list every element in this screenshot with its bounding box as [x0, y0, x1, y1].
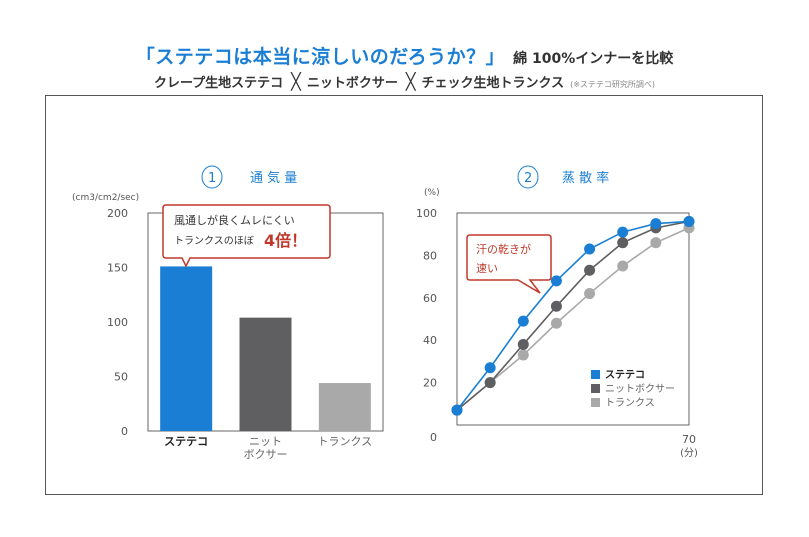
panel-number-ring: [517, 165, 539, 189]
bar-y-tick-label: 200: [107, 207, 128, 220]
series-line: [456, 220, 690, 411]
line-panel-title: 蒸 散 率: [562, 170, 609, 186]
chart-frame: [45, 95, 763, 495]
series-point: [484, 362, 496, 374]
bar-category-label: トランクス: [317, 435, 372, 448]
series-point: [683, 215, 695, 227]
series-point: [550, 275, 562, 287]
bar-callout-emphasis: 4倍！: [264, 231, 307, 250]
line-y-tick-label: 60: [423, 292, 437, 305]
series-point: [584, 264, 596, 276]
line-x-tick-label: 70: [682, 433, 696, 446]
bar-panel-heading: 1 通 気 量: [208, 170, 297, 186]
series-point: [650, 218, 662, 230]
cross-icon: ╳: [291, 72, 301, 91]
subtitle-item-3: チェック生地トランクス: [421, 76, 565, 91]
bar-y-tick-label: 0: [121, 425, 128, 438]
legend-swatch: [591, 398, 600, 407]
bar-callout-line2: トランクスのほぼ: [174, 235, 254, 247]
line-panel-heading: 2 蒸 散 率: [524, 170, 609, 186]
subtitle-item-2: ニットボクサー: [306, 76, 398, 91]
line-panel-number: 2: [524, 171, 532, 186]
bar-callout: 風通しが良くムレにくい トランクスのほぼ 4倍！: [162, 204, 331, 268]
series-point: [517, 349, 529, 361]
line-callout-line1: 汗の乾きが: [476, 242, 531, 256]
series-point: [484, 377, 496, 389]
bar: [160, 266, 213, 431]
bar-category-label: ニット: [249, 435, 282, 448]
legend-label: トランクス: [605, 397, 655, 409]
series-point: [584, 288, 596, 300]
subtitle: クレープ生地ステテコ ╳ ニットボクサー ╳ チェック生地トランクス (※ステテコ研究所調…: [0, 72, 809, 91]
bar-category-label: ステテコ: [164, 435, 208, 448]
line-plot-area: [456, 212, 690, 426]
line-y-tick-label: 100: [416, 207, 437, 220]
legend-swatch: [591, 384, 600, 393]
line-y-tick-label: 80: [423, 249, 437, 262]
subtitle-note: (※ステテコ研究所調べ): [570, 80, 656, 89]
legend-swatch: [591, 370, 600, 379]
bar-y-unit: (cm3/cm2/sec): [72, 193, 139, 203]
series-point: [617, 237, 629, 249]
line-y-tick-label: 40: [423, 334, 437, 347]
cross-icon: ╳: [405, 72, 416, 91]
series-point: [550, 300, 562, 312]
bar: [239, 317, 292, 431]
bar-y-tick-label: 50: [114, 371, 128, 384]
bar-callout-line1: 風通しが良くムレにくい: [174, 213, 295, 227]
line-callout: 汗の乾きが 速い: [466, 234, 552, 294]
title-main: 「ステテコは本当に涼しいのだろうか？」: [135, 46, 506, 68]
series-point: [617, 226, 629, 238]
series-point: [451, 404, 463, 416]
subtitle-item-1: クレープ生地ステテコ: [153, 76, 284, 91]
series-point: [584, 243, 596, 255]
bar: [318, 383, 371, 431]
series-point: [517, 338, 529, 350]
legend-label: ステテコ: [605, 369, 645, 381]
line-y-tick-label: 0: [430, 431, 437, 444]
page-title: 「ステテコは本当に涼しいのだろうか？」綿 100%インナーを比較: [0, 42, 809, 69]
series-point: [550, 317, 562, 329]
series-line: [456, 220, 690, 411]
series-point: [517, 315, 529, 327]
title-suffix: 綿 100%インナーを比較: [513, 51, 674, 67]
bar-y-tick-label: 150: [107, 262, 128, 275]
bar-panel-title: 通 気 量: [250, 170, 297, 186]
bar-y-tick-label: 100: [107, 316, 128, 329]
series-point: [617, 260, 629, 272]
series-point: [650, 237, 662, 249]
legend-label: ニットボクサー: [605, 383, 675, 395]
bar-category-label: ボクサー: [244, 448, 288, 461]
panel-number-ring: [201, 165, 223, 189]
line-callout-line2: 速い: [476, 262, 498, 275]
line-y-unit: (%): [424, 188, 440, 198]
line-x-unit: (分): [680, 447, 698, 459]
bar-panel-number: 1: [208, 171, 216, 186]
line-y-tick-label: 20: [423, 377, 437, 390]
series-line: [456, 227, 690, 411]
